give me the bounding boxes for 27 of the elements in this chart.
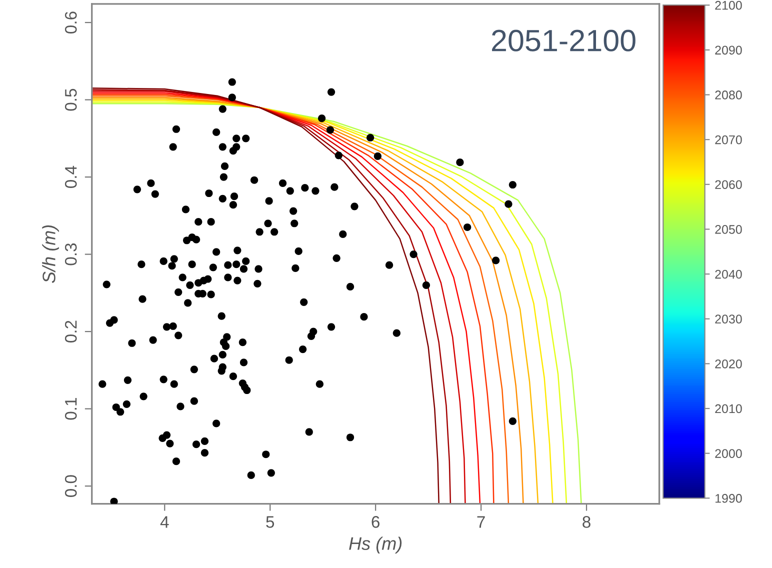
color-bar-label: 2060: [715, 180, 742, 190]
x-tick-label: 4: [160, 516, 169, 528]
color-bar-label: 2070: [715, 135, 742, 144]
color-bar-label: 2090: [715, 46, 742, 55]
color-bar-label: 2040: [715, 270, 742, 279]
x-tick-label: 5: [266, 516, 274, 528]
x-tick-label: 7: [477, 516, 485, 528]
x-tick-label: 8: [582, 516, 590, 528]
y-tick-label: 0.4: [64, 166, 77, 188]
y-tick-label: 0.3: [64, 243, 77, 266]
y-tick-label: 0.0: [64, 475, 77, 497]
color-bar-label: 2010: [715, 404, 742, 414]
color-bar-label: 2080: [715, 90, 742, 100]
color-bar-label: 2050: [715, 225, 742, 234]
y-tick-label: 0.6: [64, 12, 77, 34]
color-bar-label: 1990: [716, 494, 742, 503]
y-axis-title: S/h (m): [42, 225, 59, 283]
color-bar-label: 2020: [715, 359, 742, 368]
annotation: 2051-2100: [492, 30, 636, 52]
color-bar-label: 2030: [715, 314, 742, 324]
x-axis-title: Hs (m): [349, 536, 402, 554]
y-tick-label: 0.2: [64, 320, 77, 342]
y-tick-label: 0.1: [64, 398, 77, 420]
color-bar-label: 2000: [715, 449, 742, 458]
x-tick-label: 6: [372, 516, 380, 528]
color-bar-label: 2100: [715, 0, 742, 10]
y-tick-label: 0.5: [64, 88, 77, 111]
